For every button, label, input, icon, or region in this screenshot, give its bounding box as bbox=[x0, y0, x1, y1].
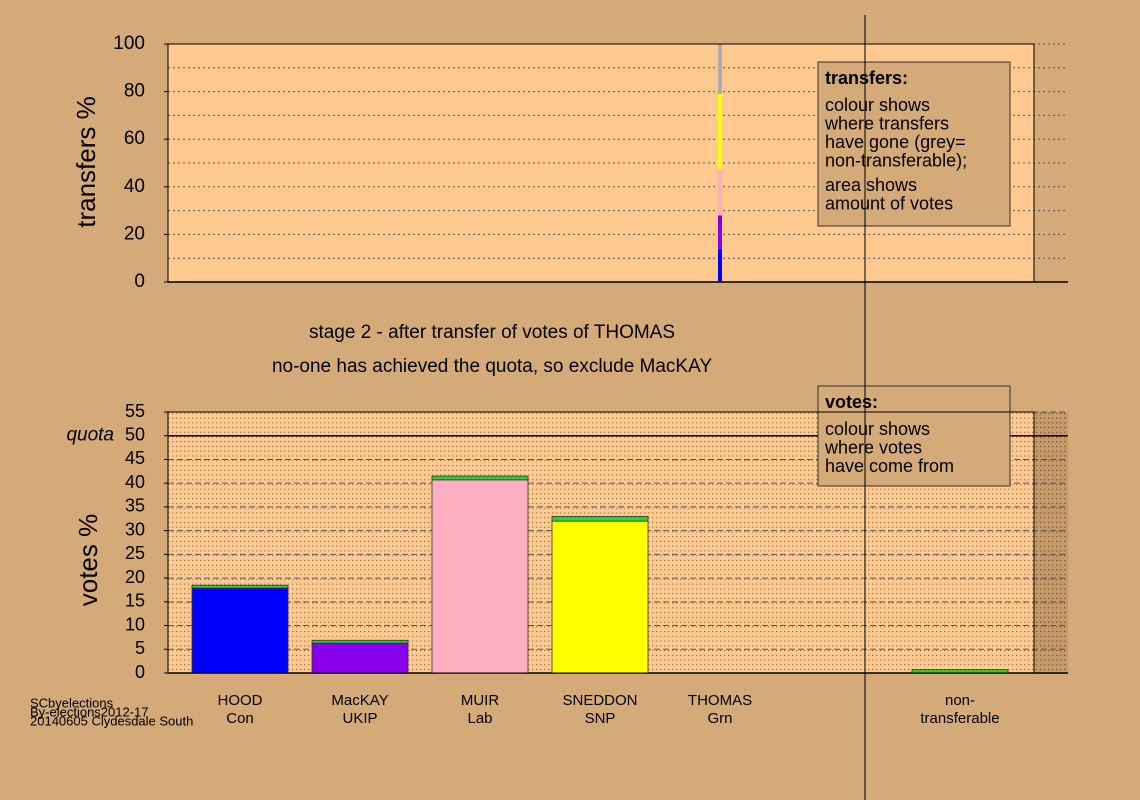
x-tick-label: HOOD bbox=[218, 692, 263, 709]
y-tick-label: 25 bbox=[125, 543, 145, 563]
y-tick-label: 55 bbox=[125, 401, 145, 421]
x-tick-label: SNP bbox=[585, 710, 616, 727]
quota-label: quota bbox=[66, 425, 114, 446]
y-tick-label: 30 bbox=[125, 519, 145, 539]
y-tick-label: 40 bbox=[125, 472, 145, 492]
bar-segment bbox=[311, 642, 409, 674]
bar-segment bbox=[718, 170, 722, 216]
annotation-line: non-transferable); bbox=[825, 150, 967, 170]
y-tick-label: 0 bbox=[134, 271, 145, 292]
y-tick-label: 15 bbox=[125, 591, 145, 611]
plot-frame-bottom bbox=[167, 411, 1035, 674]
y-axis-label: transfers % bbox=[71, 96, 101, 228]
bar-segment bbox=[431, 475, 529, 481]
x-tick-label: Con bbox=[226, 710, 254, 727]
x-tick-label: UKIP bbox=[342, 710, 377, 727]
bar-segment bbox=[718, 93, 722, 171]
plot-shade bbox=[1034, 412, 1068, 673]
bar-segment bbox=[191, 587, 289, 674]
annotation-line: have come from bbox=[825, 456, 954, 476]
annotation-line: colour shows bbox=[825, 95, 930, 115]
annotation-title: votes: bbox=[825, 392, 878, 412]
annotation-line: area shows bbox=[825, 175, 917, 195]
y-tick-label: 80 bbox=[124, 81, 145, 102]
y-tick-label: 0 bbox=[135, 662, 145, 682]
x-tick-label: SNEDDON bbox=[562, 692, 637, 709]
subtitle: stage 2 - after transfer of votes of THO… bbox=[309, 322, 675, 343]
bar-segment bbox=[718, 215, 722, 249]
bar-segment bbox=[718, 248, 722, 282]
y-tick-label: 5 bbox=[135, 638, 145, 658]
footer: 20140605 Clydesdale South bbox=[30, 713, 193, 728]
annotation-line: colour shows bbox=[825, 419, 930, 439]
annotation-line: have gone (grey= bbox=[825, 132, 966, 152]
x-tick-label: Lab bbox=[467, 710, 492, 727]
y-tick-label: 10 bbox=[125, 614, 145, 634]
footer: SCbyelections bbox=[30, 695, 114, 710]
y-axis-label: votes % bbox=[73, 514, 103, 607]
y-tick-label: 20 bbox=[124, 223, 145, 244]
y-tick-label: 35 bbox=[125, 496, 145, 516]
y-tick-label: 20 bbox=[125, 567, 145, 587]
y-tick-label: 50 bbox=[125, 424, 145, 444]
bar-segment bbox=[191, 584, 289, 589]
bar-segment bbox=[551, 520, 649, 674]
annotation-line: where transfers bbox=[824, 113, 949, 133]
y-tick-label: 45 bbox=[125, 448, 145, 468]
x-tick-label: transferable bbox=[920, 710, 999, 727]
annotation-line: amount of votes bbox=[825, 193, 953, 213]
bar-segment bbox=[551, 516, 649, 522]
bar-segment bbox=[718, 44, 722, 94]
subtitle: no-one has achieved the quota, so exclud… bbox=[272, 356, 712, 377]
x-tick-label: MUIR bbox=[461, 692, 499, 709]
y-tick-label: 100 bbox=[113, 33, 145, 54]
x-tick-label: THOMAS bbox=[688, 692, 752, 709]
plot-frame-top bbox=[167, 43, 1035, 283]
bar-segment bbox=[431, 479, 529, 674]
x-tick-label: Grn bbox=[707, 710, 732, 727]
x-tick-label: non- bbox=[945, 692, 975, 709]
annotation-title: transfers: bbox=[825, 68, 908, 88]
annotation-box bbox=[817, 385, 1011, 487]
footer: By-elections2012-17 bbox=[30, 704, 149, 719]
bar-segment bbox=[311, 639, 409, 644]
y-tick-label: 40 bbox=[124, 176, 145, 197]
y-tick-label: 60 bbox=[124, 128, 145, 149]
annotation-line: where votes bbox=[824, 437, 922, 457]
x-tick-label: MacKAY bbox=[331, 692, 388, 709]
annotation-box bbox=[817, 61, 1011, 227]
